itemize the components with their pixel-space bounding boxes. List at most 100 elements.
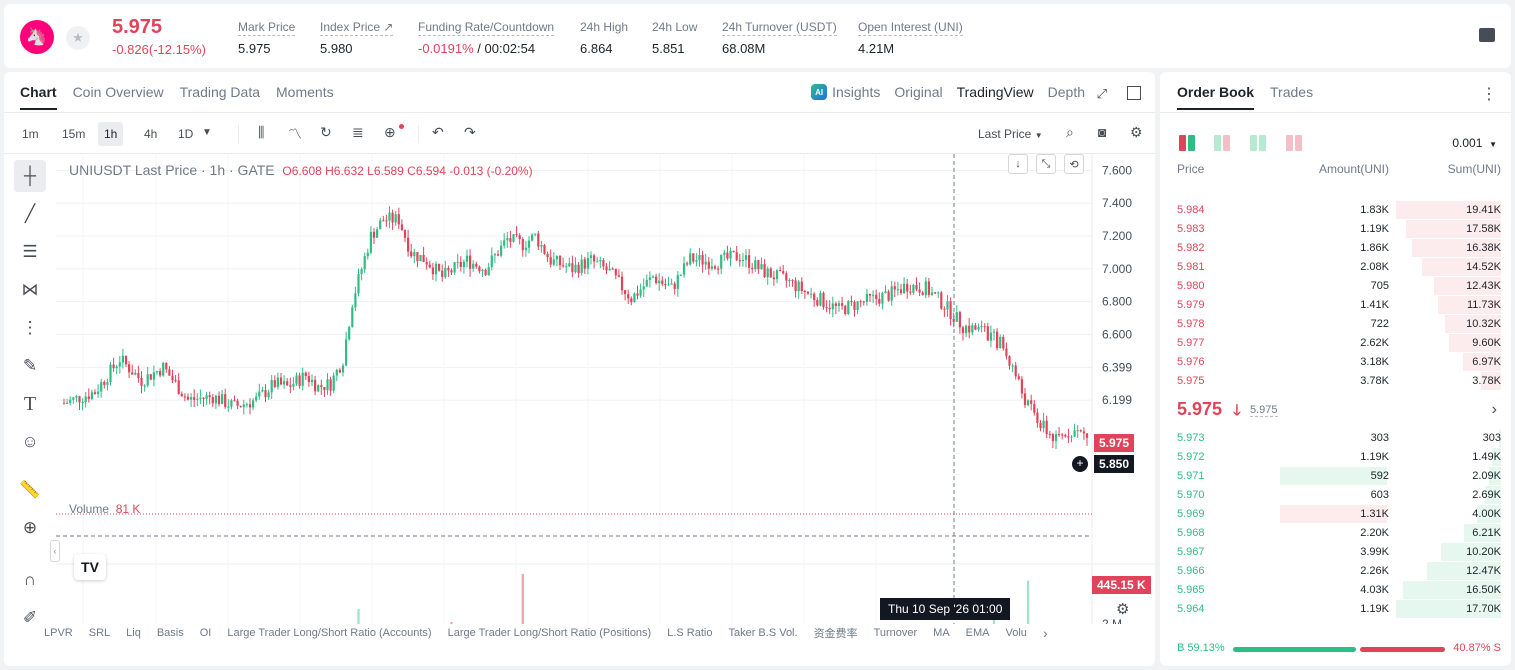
tab-insights[interactable]: AI Insights: [811, 84, 880, 100]
timeframe-15m[interactable]: 15m: [62, 127, 86, 141]
camera-icon[interactable]: ◙: [1098, 124, 1107, 140]
bid-row[interactable]: 5.969 1.31K 4.00K: [1160, 505, 1511, 524]
candlestick-chart[interactable]: 7.600 7.400 7.200 7.000 6.800 6.600 6.399 6.199…: [56, 154, 1155, 624]
ask-row[interactable]: 5.978 722 10.32K: [1160, 315, 1511, 334]
ask-row[interactable]: 5.983 1.19K 17.58K: [1160, 220, 1511, 239]
add-alert-icon[interactable]: +: [1072, 456, 1088, 472]
timeframe-dropdown-icon[interactable]: ▼: [202, 127, 212, 138]
tab-order-book[interactable]: Order Book: [1177, 84, 1255, 110]
ask-row[interactable]: 5.980 705 12.43K: [1160, 277, 1511, 296]
timeframe-1d[interactable]: 1D: [178, 127, 194, 141]
tab-chart[interactable]: Chart: [20, 84, 57, 110]
indicator-tab[interactable]: 资金费率: [813, 628, 858, 640]
indicator-tab[interactable]: Volu: [1005, 627, 1027, 639]
tab-coin-overview[interactable]: Coin Overview: [72, 84, 164, 100]
tab-moments[interactable]: Moments: [276, 84, 334, 100]
guide-book-icon[interactable]: [1479, 28, 1495, 42]
chevron-right-icon[interactable]: ›: [1491, 401, 1497, 418]
refresh-icon[interactable]: ↻: [320, 124, 332, 140]
bid-row[interactable]: 5.973 303 303: [1160, 429, 1511, 448]
timeframe-1m[interactable]: 1m: [22, 127, 39, 141]
scroll-right-icon[interactable]: ›: [1042, 625, 1048, 641]
bid-row[interactable]: 5.970 603 2.69K: [1160, 486, 1511, 505]
indicator-tab[interactable]: LPVR: [44, 627, 73, 639]
ask-row[interactable]: 5.979 1.41K 11.73K: [1160, 296, 1511, 315]
scroll-down-icon[interactable]: ↓: [1008, 154, 1028, 174]
tab-tradingview[interactable]: TradingView: [956, 84, 1034, 100]
timeframe-4h[interactable]: 4h: [144, 127, 158, 141]
more-options-icon[interactable]: ⋮: [1481, 86, 1497, 103]
crosshair-tool-icon[interactable]: ┼: [14, 160, 46, 192]
bid-row[interactable]: 5.968 2.20K 6.21K: [1160, 524, 1511, 543]
add-indicator-icon[interactable]: ⊕: [384, 124, 396, 140]
ask-row[interactable]: 5.976 3.18K 6.97K: [1160, 353, 1511, 372]
tab-depth[interactable]: Depth: [1047, 84, 1085, 100]
emoji-tool-icon[interactable]: ☺: [21, 432, 39, 451]
settings-gear-icon[interactable]: ⚙: [1130, 124, 1143, 140]
stat-mark-price[interactable]: Mark Price 5.975: [238, 20, 296, 56]
precision-select[interactable]: 0.001 ▼: [1452, 136, 1497, 150]
undo-icon[interactable]: ↶: [432, 124, 444, 140]
favorite-star-icon[interactable]: ★: [66, 26, 90, 50]
indicator-tab[interactable]: EMA: [965, 627, 990, 639]
zoom-in-icon[interactable]: ⊕: [22, 518, 38, 537]
fib-tool-icon[interactable]: ⋮: [21, 318, 39, 337]
pattern-tool-icon[interactable]: ⋈: [21, 280, 39, 299]
search-icon[interactable]: ⌕: [1066, 124, 1074, 140]
bid-row[interactable]: 5.964 1.19K 17.70K: [1160, 600, 1511, 619]
indicator-tab[interactable]: Taker B.S Vol.: [728, 627, 798, 639]
reset-chart-icon[interactable]: ⟲: [1064, 154, 1084, 174]
indicator-tab[interactable]: MA: [933, 627, 950, 639]
indicator-tab[interactable]: SRL: [88, 627, 111, 639]
indicators-icon[interactable]: 〽: [288, 126, 302, 142]
stat-index-price[interactable]: Index Price ↗ 5.980: [320, 20, 394, 56]
indicator-tab[interactable]: Turnover: [873, 627, 918, 639]
indicator-tab[interactable]: Liq: [126, 627, 141, 639]
tab-original[interactable]: Original: [894, 84, 943, 100]
horizontal-lines-tool-icon[interactable]: ☰: [22, 242, 38, 261]
timeframe-1h[interactable]: 1h: [98, 122, 124, 146]
trendline-tool-icon[interactable]: ╱: [24, 204, 36, 223]
ask-row[interactable]: 5.977 2.62K 9.60K: [1160, 334, 1511, 353]
expand-icon[interactable]: ⤢: [1096, 86, 1107, 101]
ask-row[interactable]: 5.982 1.86K 16.38K: [1160, 239, 1511, 258]
ask-row[interactable]: 5.984 1.83K 19.41K: [1160, 201, 1511, 220]
redo-icon[interactable]: ↷: [464, 124, 476, 140]
indicator-tab[interactable]: L.S Ratio: [667, 627, 713, 639]
collapse-icon[interactable]: ⤡: [1036, 154, 1056, 174]
stat-open-interest[interactable]: Open Interest (UNI) 4.21M: [858, 20, 963, 56]
bid-row[interactable]: 5.972 1.19K 1.49K: [1160, 448, 1511, 467]
view-both-icon[interactable]: [1179, 135, 1195, 151]
bid-row[interactable]: 5.967 3.99K 10.20K: [1160, 543, 1511, 562]
indicator-tab[interactable]: Large Trader Long/Short Ratio (Positions…: [447, 627, 652, 639]
view-sell-icon[interactable]: [1286, 135, 1302, 151]
indicator-tab[interactable]: OI: [199, 627, 212, 639]
brush-tool-icon[interactable]: ✎: [22, 356, 38, 375]
text-tool-icon[interactable]: T: [23, 392, 37, 415]
ask-row[interactable]: 5.981 2.08K 14.52K: [1160, 258, 1511, 277]
pencil-lock-icon[interactable]: ✐: [22, 608, 38, 627]
indicator-tab[interactable]: Large Trader Long/Short Ratio (Accounts): [227, 627, 432, 639]
indicator-tab[interactable]: Basis: [156, 627, 184, 639]
window-icon[interactable]: [1127, 86, 1141, 100]
stat-funding-rate[interactable]: Funding Rate/Countdown -0.0191% / 00:02:…: [418, 20, 555, 56]
tradingview-logo[interactable]: TV: [74, 554, 106, 580]
bid-row[interactable]: 5.965 4.03K 16.50K: [1160, 581, 1511, 600]
candle-body: [314, 379, 317, 392]
magnet-icon[interactable]: ∩: [23, 570, 37, 589]
tab-trading-data[interactable]: Trading Data: [179, 84, 261, 100]
bid-row[interactable]: 5.966 2.26K 12.47K: [1160, 562, 1511, 581]
candle-type-icon[interactable]: ⫼: [258, 124, 265, 140]
ask-row[interactable]: 5.975 3.78K 3.78K: [1160, 372, 1511, 391]
collapse-sidebar-icon[interactable]: ‹: [50, 540, 60, 562]
stat-24h-turnover[interactable]: 24h Turnover (USDT) 68.08M: [722, 20, 837, 56]
axis-settings-icon[interactable]: ⚙: [1116, 601, 1130, 618]
list-icon[interactable]: ≣: [352, 124, 364, 140]
candle-body: [484, 269, 487, 276]
view-asks-icon[interactable]: [1250, 135, 1266, 151]
bid-row[interactable]: 5.971 592 2.09K: [1160, 467, 1511, 486]
ruler-tool-icon[interactable]: 📏: [19, 480, 41, 499]
tab-trades[interactable]: Trades: [1270, 84, 1314, 100]
last-price-select[interactable]: Last Price ▼: [978, 127, 1043, 141]
view-bids-icon[interactable]: [1214, 135, 1230, 151]
